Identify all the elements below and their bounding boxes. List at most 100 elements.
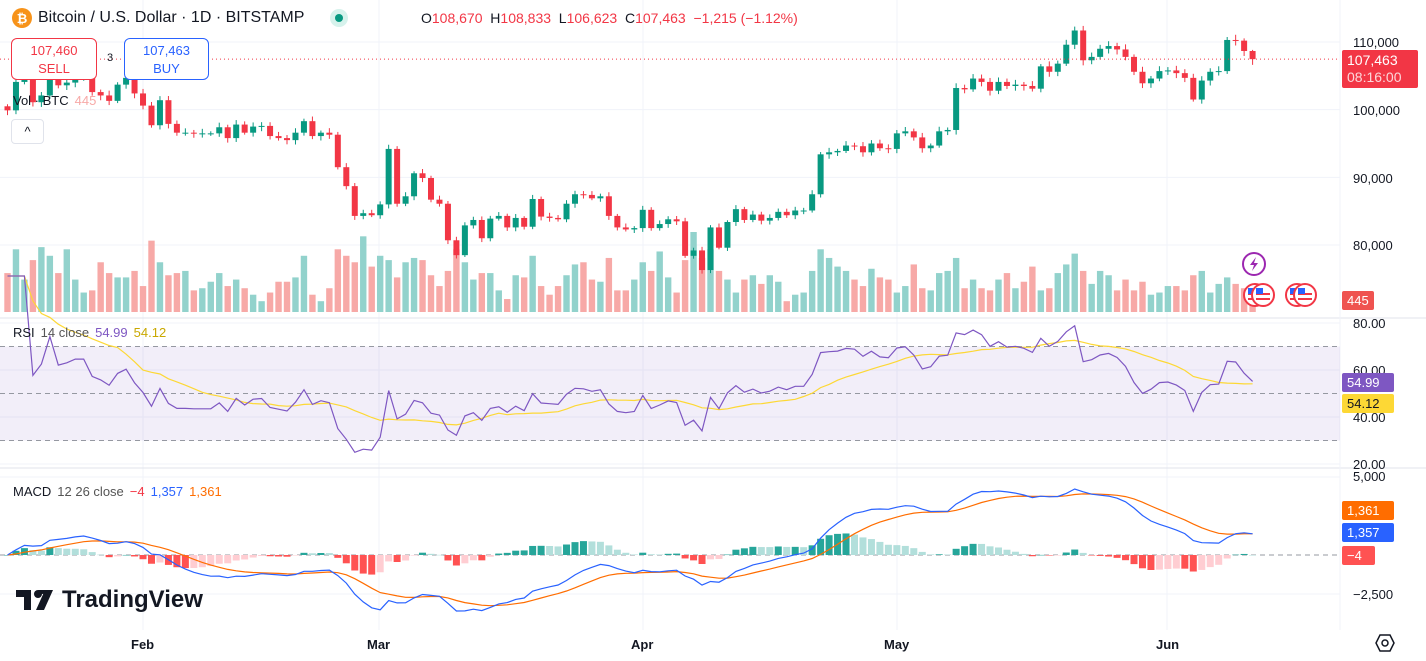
macd-histogram-bar xyxy=(588,541,596,555)
macd-histogram-bar xyxy=(224,555,232,564)
volume-bar xyxy=(55,273,62,312)
collapse-button[interactable]: ^ xyxy=(11,119,44,144)
volume-bar xyxy=(1207,292,1214,312)
volume-bar xyxy=(936,273,943,312)
candle-body xyxy=(4,106,11,111)
volume-bar xyxy=(1240,288,1248,312)
volume-bar xyxy=(224,286,231,312)
candle-body xyxy=(1224,39,1231,72)
macd-histogram-bar xyxy=(757,547,765,555)
candle-body xyxy=(402,196,409,204)
volume-bar xyxy=(419,260,426,312)
candle-body xyxy=(766,217,773,221)
macd-histogram-bar xyxy=(1045,555,1053,556)
candle-body xyxy=(317,132,324,137)
macd-legend[interactable]: MACD 12 26 close −4 1,357 1,361 xyxy=(13,484,222,499)
candle-body xyxy=(1003,81,1010,86)
macd-histogram-bar xyxy=(563,544,571,555)
buy-button[interactable]: 107,463 BUY xyxy=(124,38,209,80)
volume-bar xyxy=(808,270,816,312)
macd-histogram-bar xyxy=(664,553,672,555)
volume-bar xyxy=(876,277,884,312)
macd-histogram-bar xyxy=(300,552,308,555)
macd-axis-label: −2,500 xyxy=(1353,587,1394,602)
volume-bar xyxy=(63,249,70,312)
volume-bar xyxy=(1105,275,1112,312)
volume-bar xyxy=(1054,273,1061,312)
volume-legend[interactable]: Vol · BTC 445 xyxy=(13,93,97,108)
volume-bar xyxy=(351,262,358,312)
candle-body xyxy=(63,82,70,86)
macd-histogram-bar xyxy=(241,555,249,560)
macd-histogram-bar xyxy=(1003,549,1011,555)
candle-body xyxy=(377,204,384,216)
volume-bar xyxy=(216,273,223,312)
macd-histogram-bar xyxy=(681,555,689,559)
macd-histogram-bar xyxy=(478,555,486,561)
settings-icon[interactable] xyxy=(1375,633,1395,653)
candle-body xyxy=(258,125,265,127)
macd-histogram-bar xyxy=(105,555,113,558)
macd-histogram-bar xyxy=(1130,555,1138,565)
sell-button[interactable]: 107,460 SELL xyxy=(11,38,97,80)
candle-body xyxy=(1131,56,1138,72)
macd-histogram-bar xyxy=(419,552,427,555)
volume-bar xyxy=(707,249,714,312)
macd-axis-label: 5,000 xyxy=(1353,469,1386,484)
candle-body xyxy=(826,152,833,155)
volume-bar xyxy=(825,257,833,312)
volume-bar xyxy=(4,273,11,312)
volume-bar xyxy=(1113,290,1121,312)
volume-bar xyxy=(664,277,672,312)
macd-tag: 1,357 xyxy=(1342,523,1394,542)
macd-histogram-bar xyxy=(546,546,554,555)
macd-histogram-bar xyxy=(20,548,28,555)
volume-bar xyxy=(283,281,291,312)
candle-body xyxy=(936,131,943,146)
volume-bar xyxy=(317,301,325,312)
last-price-tag: 107,463 08:16:00 xyxy=(1342,50,1418,88)
volume-bar xyxy=(893,292,901,312)
macd-histogram-bar xyxy=(935,554,943,555)
volume-bar xyxy=(597,281,604,312)
volume-bar xyxy=(495,290,502,312)
candle-body xyxy=(29,79,36,103)
volume-bar xyxy=(427,275,435,312)
candle-body xyxy=(216,127,223,134)
candle-body xyxy=(631,228,638,230)
volume-bar xyxy=(241,288,248,312)
candle-body xyxy=(419,173,426,179)
candle-body xyxy=(165,100,172,124)
macd-histogram-bar xyxy=(376,555,384,573)
macd-histogram-bar xyxy=(342,555,350,564)
macd-histogram-bar xyxy=(554,546,562,555)
macd-histogram-bar xyxy=(927,554,935,555)
symbol-name: Bitcoin / U.S. Dollar · 1D · BITSTAMP xyxy=(38,9,305,26)
candle-body xyxy=(1046,66,1053,72)
volume-bar xyxy=(46,255,54,312)
macd-histogram-bar xyxy=(275,555,283,557)
macd-histogram-bar xyxy=(198,555,206,568)
us-flag-canton xyxy=(1290,288,1297,294)
macd-histogram-bar xyxy=(190,555,198,568)
ohlc-values: O108,670 H108,833 L106,623 C107,463 −1,2… xyxy=(421,10,798,26)
volume-bar xyxy=(105,273,113,312)
rsi-legend[interactable]: RSI 14 close 54.99 54.12 xyxy=(13,325,167,340)
price-change: −1,215 (−1.12%) xyxy=(693,10,798,26)
macd-histogram-bar xyxy=(512,550,520,555)
macd-histogram-bar xyxy=(393,555,401,562)
candle-body xyxy=(46,68,53,96)
candle-body xyxy=(1122,49,1129,57)
candle-body xyxy=(1020,84,1027,86)
macd-pane xyxy=(0,488,1340,612)
macd-histogram-bar xyxy=(1223,555,1231,559)
candle-body xyxy=(1071,30,1078,45)
volume-bar xyxy=(1063,264,1070,312)
volume-bar xyxy=(614,290,621,312)
tradingview-logo[interactable]: TradingView xyxy=(16,586,203,614)
symbol-title[interactable]: ₿ Bitcoin / U.S. Dollar · 1D · BITSTAMP xyxy=(12,8,349,28)
volume-bar xyxy=(995,279,1002,312)
volume-bar xyxy=(402,262,409,312)
macd-histogram-bar xyxy=(791,546,799,555)
